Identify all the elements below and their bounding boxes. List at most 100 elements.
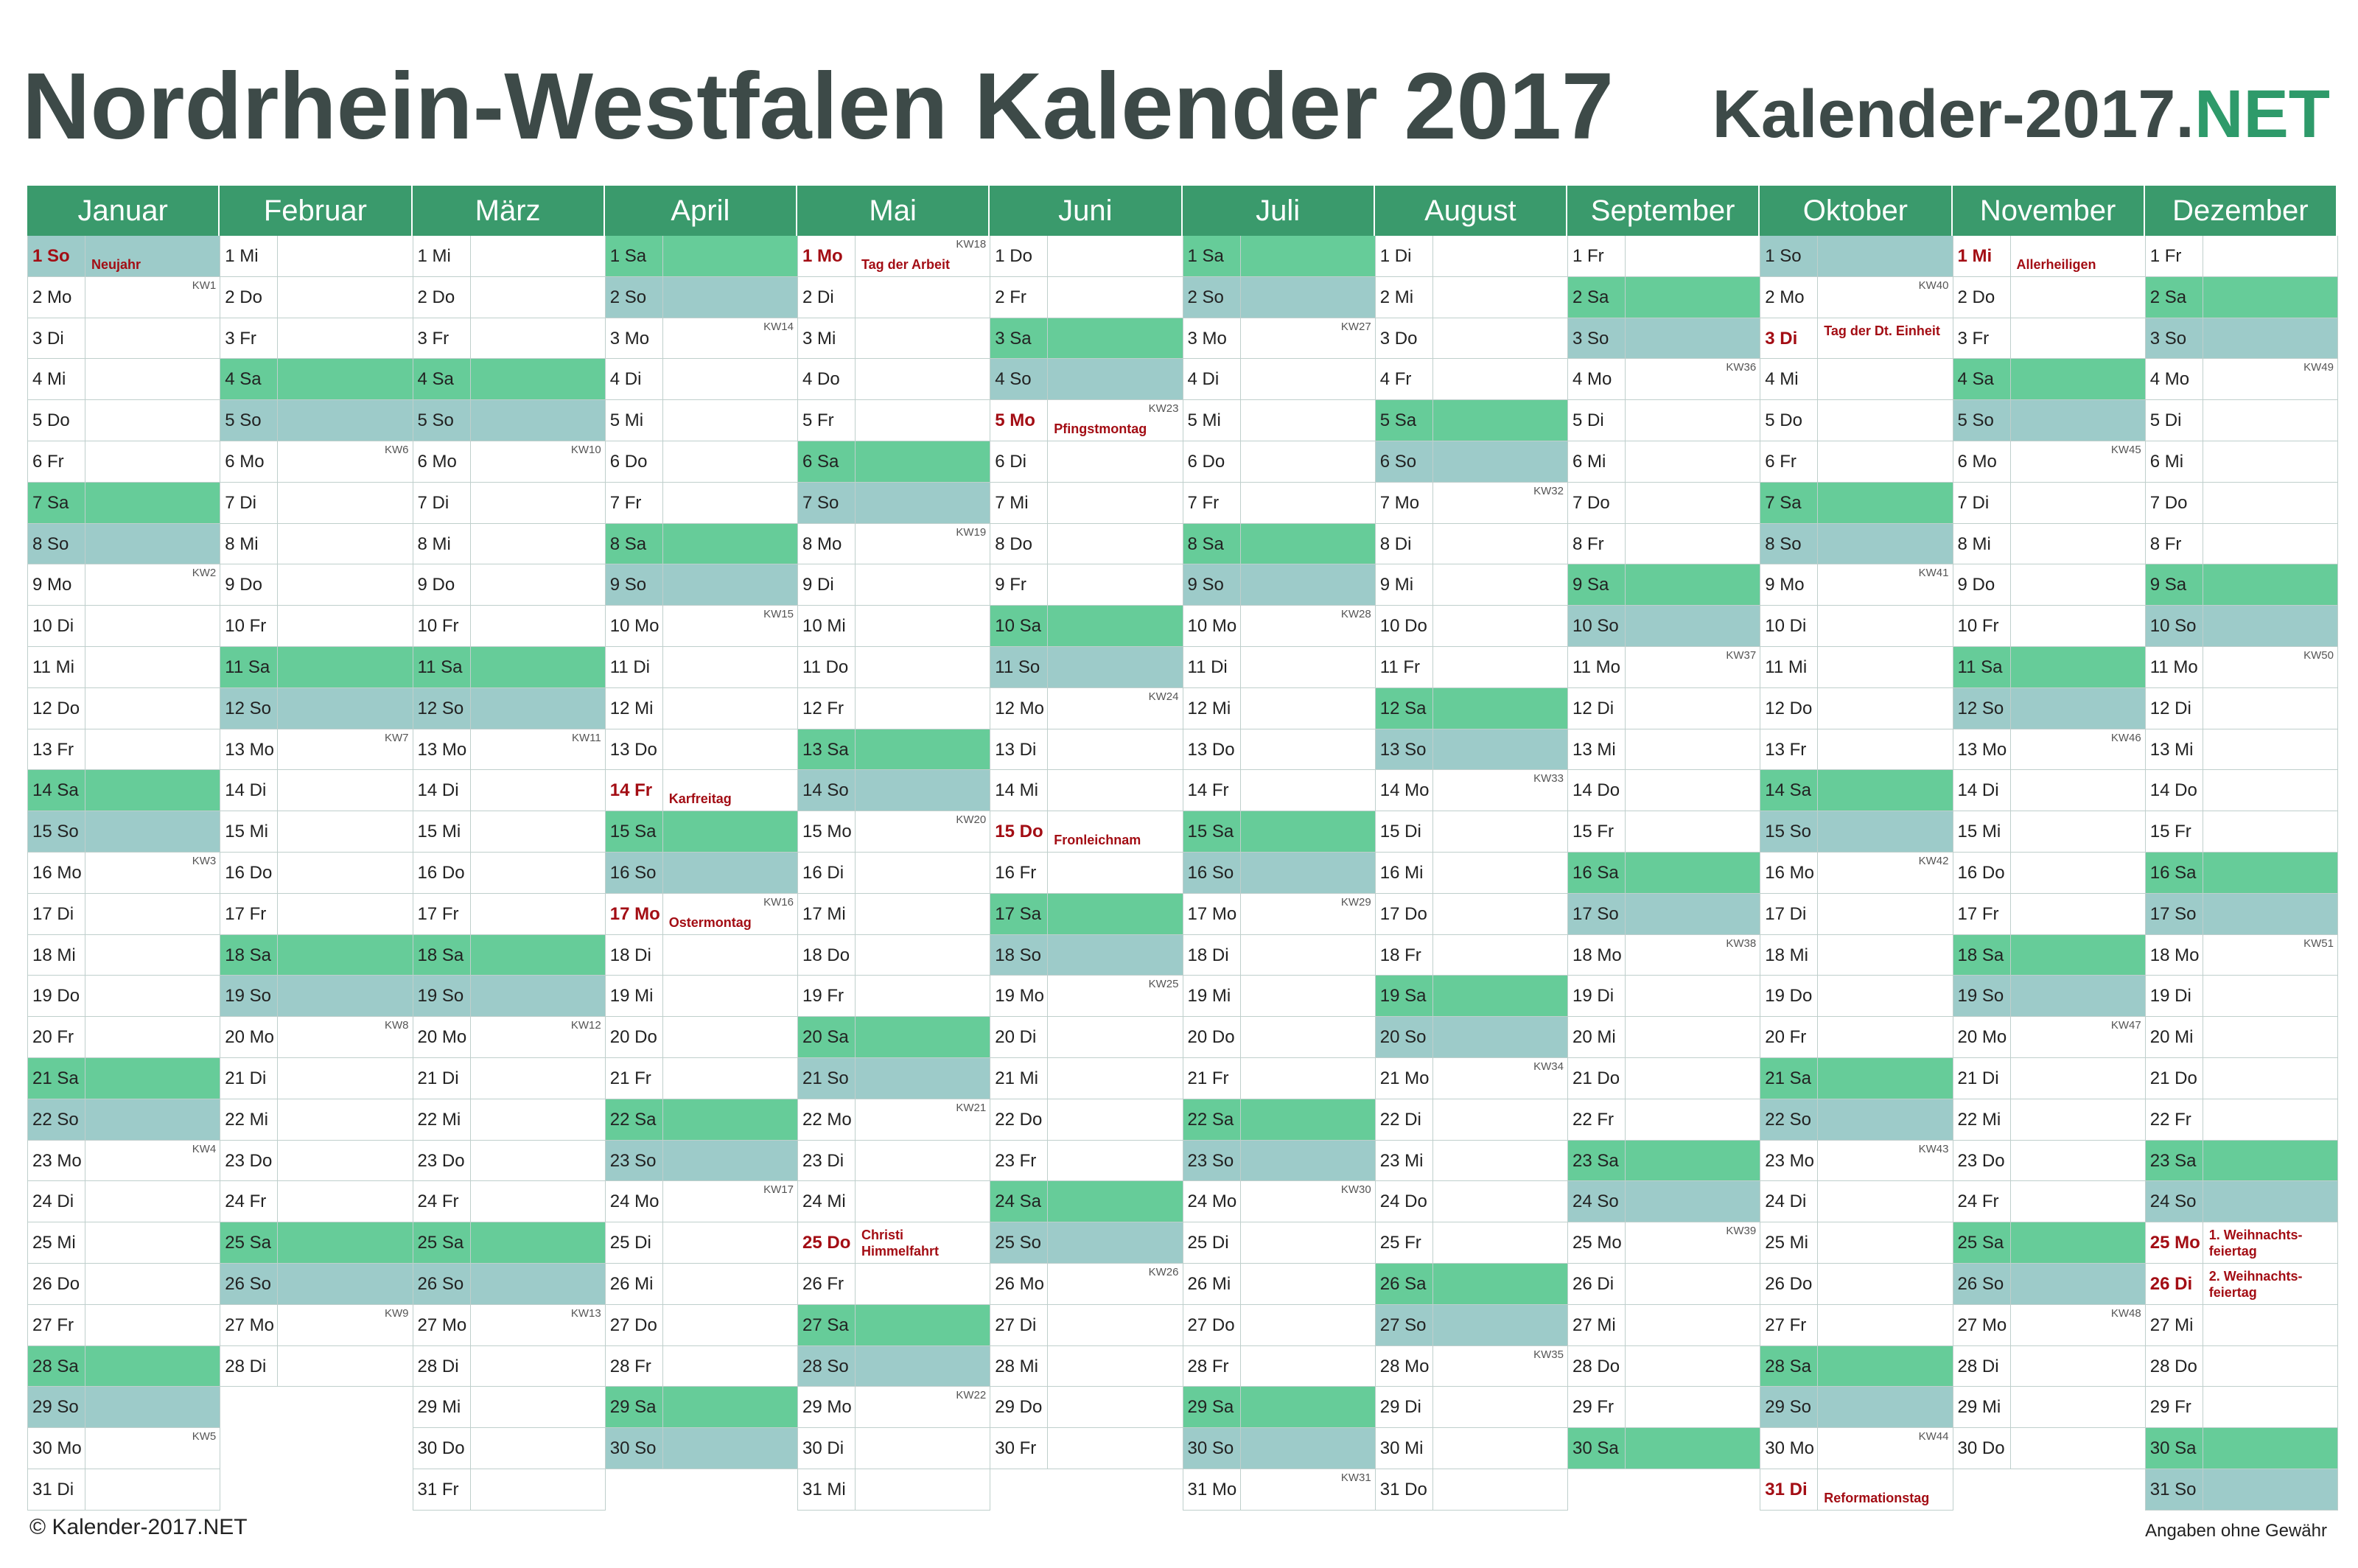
day-cell[interactable]: 25 So [990,1222,1183,1264]
day-cell[interactable]: 1 So [1760,236,1953,277]
day-cell[interactable]: 20 So [1374,1017,1568,1058]
day-cell[interactable]: 5 So [412,400,606,441]
day-cell[interactable]: 28 Di [412,1345,606,1387]
day-cell[interactable]: 29 Fr [1567,1387,1761,1429]
day-cell[interactable]: 19 Mi [604,976,798,1018]
day-cell[interactable]: 30 So [604,1428,798,1469]
day-cell[interactable]: 23 So [1182,1140,1376,1182]
day-cell[interactable]: 14 Di [412,770,606,812]
day-cell[interactable]: 28 Do [2144,1345,2338,1387]
day-cell[interactable]: 3 Sa [990,318,1183,360]
day-cell[interactable]: 29 Fr [2144,1387,2338,1429]
day-cell[interactable]: 28 Di [220,1345,413,1387]
day-cell[interactable]: 9 Mo KW2 [27,564,221,606]
day-cell[interactable]: 10 Do [1374,606,1568,647]
day-cell[interactable]: 30 Mi [1374,1428,1568,1469]
day-cell[interactable]: 3 So [1567,318,1761,360]
day-cell[interactable]: 19 Sa [1374,976,1568,1018]
day-cell[interactable]: 22 Do [990,1099,1183,1141]
day-cell[interactable]: 21 Mi [990,1057,1183,1099]
day-cell[interactable]: 16 So [1182,852,1376,894]
day-cell[interactable]: 2 Do [412,276,606,318]
day-cell[interactable]: 14 Sa [27,770,221,812]
day-cell[interactable]: 21 Do [1567,1057,1761,1099]
day-cell[interactable]: 28 Di [1952,1345,2146,1387]
day-cell[interactable]: 2 Do [220,276,413,318]
day-cell[interactable]: 12 Di [1567,687,1761,729]
day-cell[interactable]: 14 Fr [1182,770,1376,812]
day-cell[interactable]: 3 Fr [1952,318,2146,360]
day-cell[interactable]: 5 Di [2144,400,2338,441]
day-cell[interactable]: 18 Sa [1952,934,2146,976]
day-cell[interactable]: 8 Mo KW19 [797,523,991,565]
day-cell[interactable]: 26 Mo KW26 [990,1263,1183,1305]
day-cell[interactable]: 25 Sa [412,1222,606,1264]
day-cell[interactable]: 28 Sa [1760,1345,1953,1387]
day-cell[interactable]: 26 Mi [604,1263,798,1305]
day-cell[interactable]: 29 So [27,1387,221,1429]
day-cell[interactable]: 2 Mo KW40 [1760,276,1953,318]
day-cell[interactable]: 16 Mi [1374,852,1568,894]
day-cell[interactable]: 21 Di [1952,1057,2146,1099]
day-cell[interactable]: 25 Mo KW39 [1567,1222,1761,1264]
day-cell[interactable]: 2 Do [1952,276,2146,318]
day-cell[interactable]: 11 Mo KW50 [2144,646,2338,688]
day-cell[interactable]: 22 Mi [412,1099,606,1141]
day-cell[interactable]: 19 Di [1567,976,1761,1018]
day-cell[interactable]: 3 Fr [220,318,413,360]
day-cell[interactable]: 27 Do [604,1304,798,1346]
day-cell[interactable]: 20 Do [1182,1017,1376,1058]
day-cell[interactable]: 27 So [1374,1304,1568,1346]
day-cell[interactable]: 5 So [1952,400,2146,441]
day-cell[interactable]: 17 Di [1760,893,1953,935]
day-cell[interactable]: 21 Mo KW34 [1374,1057,1568,1099]
day-cell[interactable]: 30 Mo KW44 [1760,1428,1953,1469]
day-cell[interactable]: 22 Sa [604,1099,798,1141]
day-cell[interactable]: 5 Di [1567,400,1761,441]
day-cell[interactable]: 23 So [604,1140,798,1182]
day-cell[interactable]: 1 Mi Allerheiligen [1952,236,2146,277]
day-cell[interactable]: 22 Fr [2144,1099,2338,1141]
day-cell[interactable]: 26 So [412,1263,606,1305]
day-cell[interactable]: 16 Mo KW3 [27,852,221,894]
day-cell[interactable]: 3 Mo KW27 [1182,318,1376,360]
day-cell[interactable]: 2 So [604,276,798,318]
day-cell[interactable]: 31 So [2144,1469,2338,1511]
day-cell[interactable]: 17 Fr [1952,893,2146,935]
day-cell[interactable]: 14 So [797,770,991,812]
day-cell[interactable]: 13 Fr [27,729,221,771]
day-cell[interactable]: 10 Fr [412,606,606,647]
day-cell[interactable]: 9 Do [412,564,606,606]
day-cell[interactable]: 5 Mi [604,400,798,441]
day-cell[interactable]: 9 Di [797,564,991,606]
day-cell[interactable]: 2 Mi [1374,276,1568,318]
day-cell[interactable]: 21 Di [412,1057,606,1099]
day-cell[interactable]: 27 Mo KW9 [220,1304,413,1346]
day-cell[interactable]: 28 Do [1567,1345,1761,1387]
day-cell[interactable]: 24 Di [1760,1181,1953,1223]
day-cell[interactable]: 1 Sa [1182,236,1376,277]
day-cell[interactable]: 16 Di [797,852,991,894]
day-cell[interactable]: 27 Sa [797,1304,991,1346]
day-cell[interactable]: 24 Mi [797,1181,991,1223]
day-cell[interactable]: 4 Di [1182,359,1376,401]
day-cell[interactable]: 1 Sa [604,236,798,277]
day-cell[interactable]: 17 Mo KW29 [1182,893,1376,935]
day-cell[interactable]: 24 Mo KW17 [604,1181,798,1223]
day-cell[interactable]: 18 Di [604,934,798,976]
day-cell[interactable]: 13 Mo KW11 [412,729,606,771]
day-cell[interactable]: 24 So [2144,1181,2338,1223]
day-cell[interactable]: 11 Do [797,646,991,688]
day-cell[interactable]: 26 Di [1567,1263,1761,1305]
day-cell[interactable]: 25 Fr [1374,1222,1568,1264]
day-cell[interactable]: 20 Mo KW47 [1952,1017,2146,1058]
day-cell[interactable]: 31 Di Reformationstag [1760,1469,1953,1511]
day-cell[interactable]: 5 Mi [1182,400,1376,441]
day-cell[interactable]: 4 Sa [412,359,606,401]
day-cell[interactable]: 5 So [220,400,413,441]
day-cell[interactable]: 14 Do [2144,770,2338,812]
day-cell[interactable]: 16 Do [412,852,606,894]
day-cell[interactable]: 7 Mo KW32 [1374,482,1568,524]
day-cell[interactable]: 3 So [2144,318,2338,360]
day-cell[interactable]: 28 Mo KW35 [1374,1345,1568,1387]
